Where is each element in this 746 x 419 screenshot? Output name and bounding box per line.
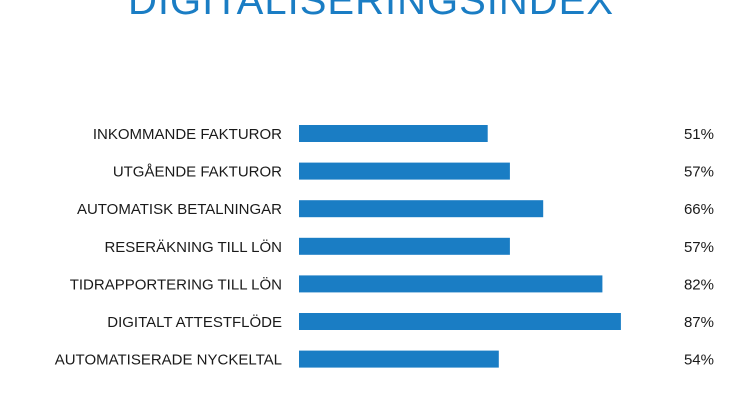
category-label: DIGITALT ATTESTFLÖDE (107, 313, 282, 331)
value-labels: 51% 57% 66% 57% 82% 87% 54% (684, 126, 714, 369)
value-label: 87% (684, 314, 714, 331)
bar (299, 350, 499, 368)
bar (299, 162, 510, 180)
category-label: RESERÄKNING TILL LÖN (104, 238, 282, 256)
bar (299, 275, 603, 293)
bar (299, 313, 621, 330)
bar (299, 200, 544, 218)
chart-title: DIGITALISERINGSINDEX (128, 0, 614, 23)
category-label: UTGÅENDE FAKTUROR (113, 164, 282, 181)
value-label: 54% (684, 352, 714, 369)
bars (299, 125, 621, 368)
value-label: 57% (684, 164, 714, 181)
value-label: 66% (684, 201, 714, 218)
value-label: 82% (684, 276, 714, 293)
category-label: AUTOMATISERADE NYCKELTAL (55, 352, 282, 369)
value-label: 57% (684, 239, 714, 256)
category-label: AUTOMATISK BETALNINGAR (77, 201, 282, 218)
category-labels: INKOMMANDE FAKTUROR UTGÅENDE FAKTUROR AUTO… (55, 126, 282, 369)
value-label: 51% (684, 126, 714, 143)
category-label: TIDRAPPORTERING TILL LÖN (70, 275, 282, 293)
bar (299, 125, 488, 142)
bar (299, 237, 510, 255)
category-label: INKOMMANDE FAKTUROR (93, 126, 282, 143)
